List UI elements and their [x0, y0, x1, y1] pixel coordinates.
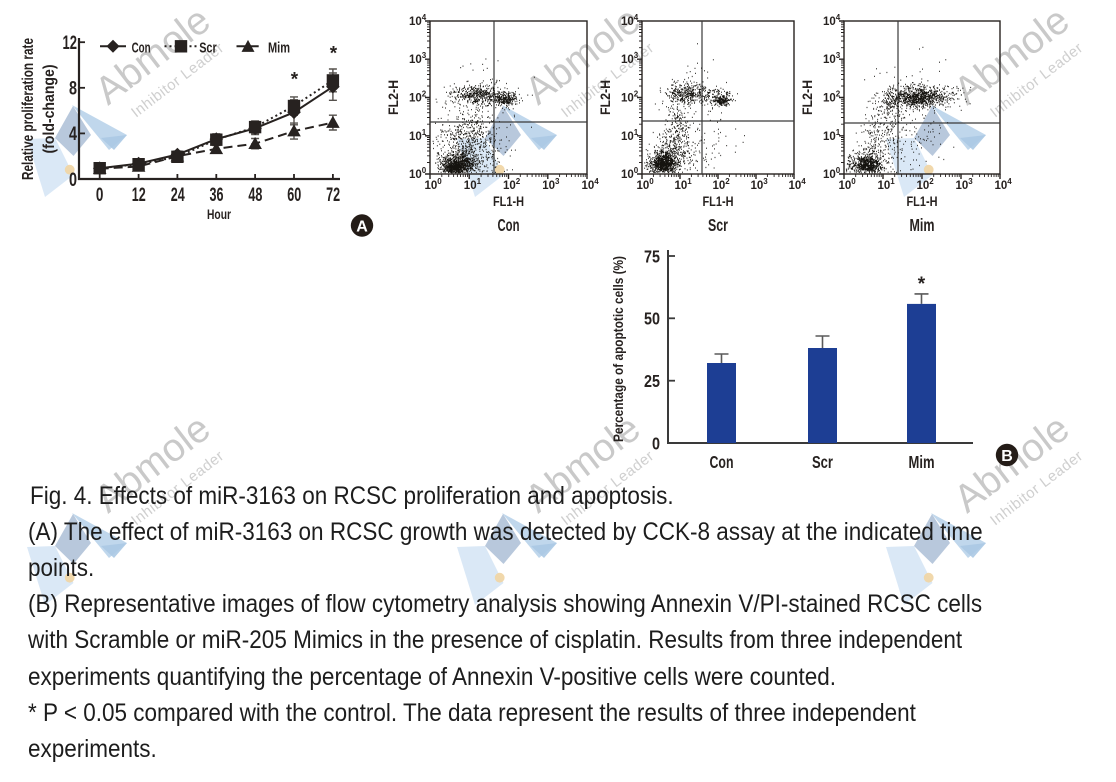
svg-text:12: 12	[63, 33, 78, 54]
svg-text:(fold-change): (fold-change)	[41, 65, 58, 154]
svg-text:FL1-H: FL1-H	[703, 193, 734, 209]
svg-text:104: 104	[789, 177, 807, 192]
svg-text:Con: Con	[710, 452, 734, 472]
svg-text:103: 103	[409, 51, 427, 66]
svg-text:4: 4	[69, 124, 77, 145]
svg-text:Con: Con	[498, 215, 520, 235]
svg-text:60: 60	[287, 185, 301, 206]
svg-text:102: 102	[713, 177, 731, 192]
svg-text:103: 103	[751, 177, 769, 192]
svg-text:104: 104	[409, 13, 427, 28]
svg-text:104: 104	[582, 177, 600, 192]
svg-text:B: B	[1001, 448, 1013, 465]
svg-text:72: 72	[326, 185, 340, 206]
svg-text:24: 24	[171, 185, 185, 206]
svg-text:Scr: Scr	[199, 40, 217, 57]
svg-text:100: 100	[839, 177, 857, 192]
svg-text:102: 102	[409, 90, 427, 105]
svg-text:A: A	[356, 218, 368, 235]
svg-text:102: 102	[503, 177, 521, 192]
svg-text:104: 104	[823, 13, 841, 28]
svg-text:Mim: Mim	[909, 452, 935, 472]
svg-text:100: 100	[425, 177, 443, 192]
svg-text:36: 36	[210, 185, 224, 206]
svg-text:FL2-H: FL2-H	[385, 80, 401, 115]
svg-text:*: *	[291, 70, 299, 91]
svg-text:101: 101	[621, 128, 639, 143]
svg-text:*: *	[918, 274, 926, 295]
svg-text:*: *	[330, 44, 338, 65]
svg-text:75: 75	[644, 246, 660, 266]
svg-text:Relative proliferation rate: Relative proliferation rate	[20, 38, 37, 180]
svg-text:103: 103	[956, 177, 974, 192]
svg-text:Hour: Hour	[207, 206, 231, 222]
svg-text:101: 101	[675, 177, 693, 192]
svg-text:0: 0	[69, 170, 77, 191]
svg-text:100: 100	[409, 166, 427, 181]
svg-text:100: 100	[621, 166, 639, 181]
svg-text:102: 102	[823, 90, 841, 105]
svg-text:102: 102	[621, 90, 639, 105]
svg-text:0: 0	[652, 433, 660, 453]
svg-text:Scr: Scr	[812, 452, 833, 472]
svg-text:FL2-H: FL2-H	[597, 80, 613, 115]
svg-text:101: 101	[878, 177, 896, 192]
svg-text:FL2-H: FL2-H	[799, 80, 815, 115]
svg-text:Con: Con	[132, 40, 151, 57]
svg-text:48: 48	[248, 185, 262, 206]
svg-text:101: 101	[823, 128, 841, 143]
svg-text:8: 8	[69, 79, 77, 100]
svg-text:102: 102	[917, 177, 935, 192]
svg-text:103: 103	[542, 177, 560, 192]
svg-text:0: 0	[96, 185, 104, 206]
svg-text:FL1-H: FL1-H	[493, 193, 524, 209]
svg-text:100: 100	[637, 177, 655, 192]
svg-text:Percentage of apoptotic cells: Percentage of apoptotic cells (%)	[610, 256, 626, 442]
svg-text:Mim: Mim	[268, 40, 290, 57]
svg-text:FL1-H: FL1-H	[907, 193, 938, 209]
svg-text:12: 12	[132, 185, 146, 206]
svg-text:103: 103	[823, 51, 841, 66]
svg-text:25: 25	[644, 371, 660, 391]
svg-text:Mim: Mim	[910, 215, 935, 235]
svg-text:50: 50	[644, 309, 660, 329]
svg-text:104: 104	[995, 177, 1013, 192]
svg-text:101: 101	[409, 128, 427, 143]
svg-text:100: 100	[823, 166, 841, 181]
svg-text:Scr: Scr	[708, 215, 728, 235]
